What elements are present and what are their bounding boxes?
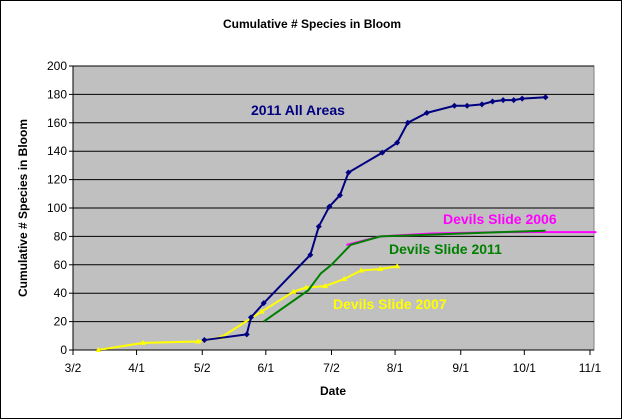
data-point-devils-slide-2007 [95, 347, 102, 352]
data-point-2011-all-areas [201, 337, 208, 344]
x-tick-label: 5/2 [194, 361, 211, 375]
data-point-2011-all-areas [542, 94, 549, 101]
x-tick-label: 9/1 [452, 361, 469, 375]
data-point-devils-slide-2007 [394, 263, 401, 269]
x-tick-label: 10/1 [513, 361, 537, 375]
data-point-devils-slide-2007 [341, 276, 348, 281]
chart-title: Cumulative # Species in Bloom [223, 17, 401, 31]
data-point-devils-slide-2007 [377, 266, 384, 272]
data-point-2011-all-areas [379, 149, 386, 156]
y-tick-label: 40 [54, 286, 68, 300]
data-point-devils-slide-2007 [322, 283, 329, 289]
data-point-2011-all-areas [307, 251, 314, 258]
annotation-devils-slide-2011: Devils Slide 2011 [389, 241, 502, 257]
data-point-2011-all-areas [247, 314, 254, 321]
x-tick-label: 11/1 [579, 361, 602, 375]
y-tick-label: 0 [60, 343, 67, 357]
data-point-2011-all-areas [394, 139, 401, 146]
data-point-devils-slide-2007 [303, 284, 310, 290]
x-tick-label: 3/2 [65, 361, 82, 375]
data-point-2011-all-areas [478, 101, 485, 108]
data-point-2011-all-areas [464, 102, 471, 109]
data-point-2011-all-areas [315, 223, 322, 230]
y-tick-label: 200 [47, 59, 67, 73]
x-tick-label: 7/2 [323, 361, 340, 375]
data-point-devils-slide-2007 [258, 308, 265, 314]
y-axis-label: Cumulative # Species in Bloom [16, 119, 30, 297]
data-point-2011-all-areas [345, 169, 352, 176]
data-point-devils-slide-2007 [195, 338, 202, 344]
data-point-2011-all-areas [500, 97, 507, 104]
y-tick-label: 100 [47, 201, 67, 215]
data-point-2011-all-areas [404, 119, 411, 126]
y-tick-label: 180 [47, 87, 67, 101]
data-point-2011-all-areas [326, 203, 333, 210]
x-tick-label: 4/1 [128, 361, 145, 375]
annotation-devils-slide-2006: Devils Slide 2006 [443, 211, 557, 227]
x-tick-label: 6/1 [257, 361, 274, 375]
annotation-devils-slide-2007: Devils Slide 2007 [333, 296, 447, 312]
data-point-devils-slide-2007 [139, 339, 146, 345]
plot-group: 0 20 40 60 80 100 120 140 160 180 200 3/2 4/1 5/2 6/1 7… [47, 59, 602, 375]
y-tick-label: 80 [54, 229, 68, 243]
data-point-2011-all-areas [336, 192, 343, 199]
data-point-2011-all-areas [451, 102, 458, 109]
data-point-devils-slide-2007 [358, 267, 365, 273]
x-tick-label: 8/1 [387, 361, 404, 375]
y-tick-label: 160 [47, 116, 67, 130]
y-tick-label: 140 [47, 144, 67, 158]
y-tick-label: 20 [54, 315, 68, 329]
y-tick-label: 120 [47, 173, 67, 187]
data-point-2011-all-areas [243, 331, 250, 338]
data-point-2011-all-areas [423, 109, 430, 116]
x-axis-label: Date [320, 384, 346, 398]
series-line-devils-slide-2007 [98, 265, 398, 350]
y-tick-label: 60 [54, 258, 68, 272]
data-point-2011-all-areas [519, 95, 526, 102]
data-point-2011-all-areas [260, 300, 267, 307]
data-point-devils-slide-2007 [290, 288, 297, 294]
data-point-2011-all-areas [489, 98, 496, 105]
data-point-2011-all-areas [510, 97, 517, 104]
annotation-2011-all-areas: 2011 All Areas [251, 102, 345, 118]
